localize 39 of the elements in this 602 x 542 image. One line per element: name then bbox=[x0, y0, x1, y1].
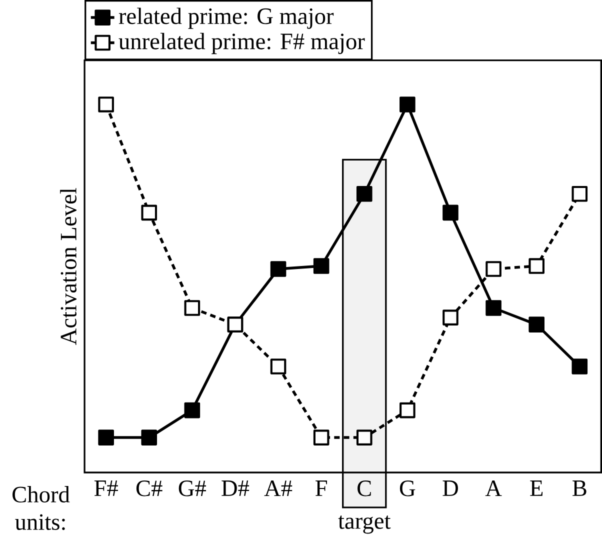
point bbox=[400, 96, 416, 113]
point bbox=[184, 402, 200, 418]
point bbox=[442, 310, 458, 326]
x-tick-label: A bbox=[485, 480, 502, 496]
band-label: target bbox=[338, 516, 391, 534]
point bbox=[400, 402, 416, 418]
point bbox=[141, 430, 158, 446]
point bbox=[356, 430, 372, 446]
point bbox=[184, 300, 200, 316]
point bbox=[486, 300, 502, 316]
point bbox=[572, 186, 588, 202]
point bbox=[356, 186, 372, 202]
x-tick-label: C bbox=[358, 480, 371, 497]
x-tick-label: F bbox=[316, 480, 327, 496]
point bbox=[442, 205, 458, 221]
x-tick-label: G bbox=[400, 480, 416, 497]
point bbox=[98, 430, 114, 446]
point bbox=[270, 358, 286, 375]
legend-label: unrelated prime: F# major bbox=[118, 33, 365, 54]
x-tick-label: A# bbox=[264, 480, 292, 496]
legend-label: related prime: G major bbox=[118, 8, 334, 30]
point bbox=[313, 430, 330, 446]
point bbox=[270, 261, 286, 278]
x-axis-title: Chord units: bbox=[12, 486, 70, 530]
point bbox=[486, 261, 502, 278]
point bbox=[98, 96, 114, 113]
point bbox=[528, 316, 544, 333]
point bbox=[313, 258, 330, 274]
x-tick-label: D bbox=[442, 480, 458, 496]
x-tick-label: D# bbox=[222, 480, 250, 496]
x-tick-label: C# bbox=[136, 480, 162, 497]
y-axis-title: Activation Level bbox=[60, 188, 76, 346]
x-tick-label: F# bbox=[94, 480, 118, 496]
x-tick-label: B bbox=[572, 480, 586, 496]
point bbox=[528, 258, 544, 274]
point bbox=[572, 358, 588, 375]
x-tick-label: E bbox=[530, 480, 543, 496]
point bbox=[141, 205, 158, 221]
x-tick-label: G# bbox=[178, 480, 206, 497]
